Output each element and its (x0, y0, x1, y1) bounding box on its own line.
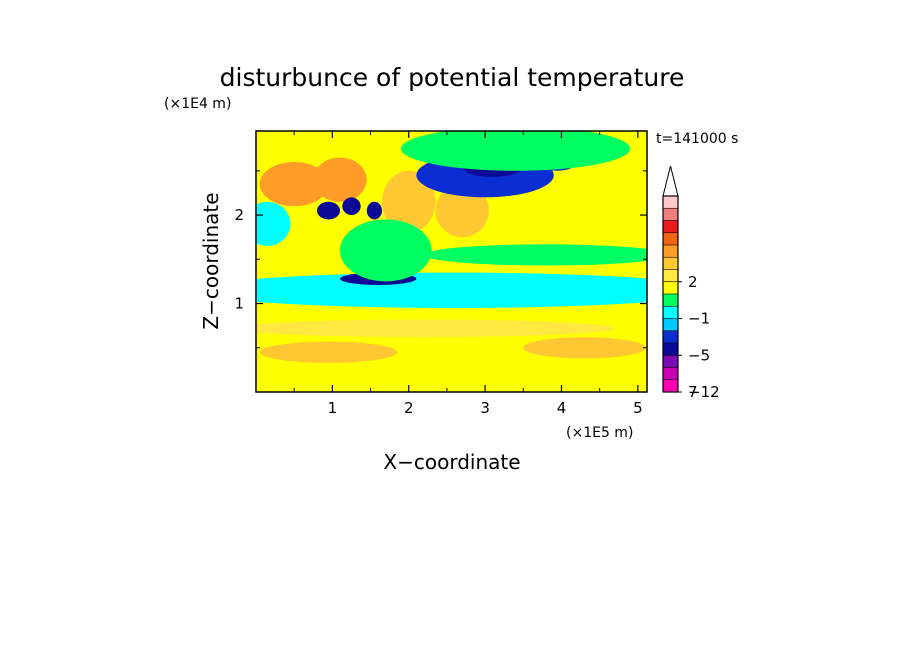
x-tick-label: 4 (557, 399, 567, 417)
colorbar-tick-label: 2 (688, 273, 698, 291)
colorbar-swatch (663, 196, 678, 209)
y-axis-ticks: 12 (234, 170, 647, 349)
colorbar-swatch (663, 306, 678, 319)
y-tick-label: 1 (234, 295, 244, 313)
colorbar-tick-label: −12 (688, 383, 720, 401)
colorbar-swatch (663, 232, 678, 246)
plot-frame (255, 130, 648, 393)
contour-feature-cool (256, 272, 647, 308)
y-tick-label: 2 (234, 206, 244, 224)
colorbar-swatch (663, 269, 678, 283)
contour-feature-cold (342, 197, 361, 215)
colorbar: 7 2 −1 −5 −12 (662, 165, 720, 401)
contour-feature-cold (366, 201, 382, 220)
colorbar-swatch (663, 294, 678, 307)
colorbar-swatch (663, 257, 678, 270)
contour-feature-cool (401, 131, 631, 171)
contour-feature-warm (435, 184, 489, 238)
x-axis-ticks: 1 2 3 4 5 (293, 131, 643, 417)
colorbar-tick-label: −1 (688, 310, 710, 328)
chart-title: disturbunce of potential temperature (220, 63, 685, 92)
colorbar-swatch (663, 343, 678, 356)
contour-feature-cold (317, 201, 340, 220)
colorbar-swatch (663, 245, 678, 258)
x-tick-label: 1 (328, 399, 338, 417)
contour-features (256, 131, 647, 363)
x-unit-label: (×1E5 m) (566, 425, 633, 441)
x-tick-label: 3 (480, 399, 490, 417)
contour-feature-warm (313, 157, 367, 202)
y-axis-label: Z−coordinate (199, 192, 223, 329)
colorbar-swatch (663, 281, 678, 295)
contour-feature-warm (259, 162, 329, 207)
x-tick-label: 5 (633, 399, 643, 417)
contour-feature-cool (256, 201, 291, 246)
colorbar-swatch (663, 318, 678, 332)
colorbar-swatch (663, 208, 678, 221)
colorbar-swatch (663, 379, 678, 393)
colorbar-swatch (663, 367, 678, 381)
colorbar-swatch (663, 330, 678, 344)
x-axis-label: X−coordinate (383, 450, 520, 474)
contour-feature-cool (340, 219, 432, 282)
colorbar-tick-label: 7 (688, 383, 698, 401)
y-unit-label: (×1E4 m) (164, 96, 231, 112)
colorbar-swatch (663, 220, 678, 234)
contour-feature-cool (424, 244, 647, 266)
time-label: t=141000 s (656, 131, 738, 147)
x-tick-label: 2 (404, 399, 414, 417)
contour-feature-warm (523, 337, 646, 359)
colorbar-swatch (663, 355, 678, 368)
colorbar-tick-label: −5 (688, 346, 710, 364)
contour-feature-warm (256, 319, 615, 338)
contour-plot-area (255, 130, 648, 393)
colorbar-extend-arrow (662, 165, 679, 197)
contour-feature-warm (259, 341, 398, 363)
contour-feature-warm (382, 170, 436, 233)
